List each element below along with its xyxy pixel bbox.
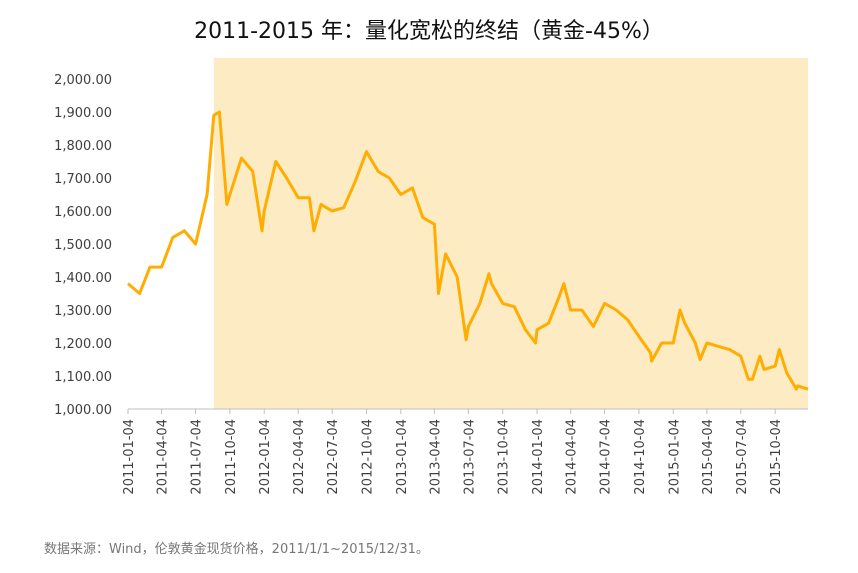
x-tick-label: 2015-10-04 (769, 419, 784, 495)
x-tick-label: 2012-07-04 (326, 419, 341, 495)
y-tick-label: 1,300.00 (54, 304, 112, 319)
x-tick-label: 2012-01-04 (258, 419, 273, 495)
x-tick-label: 2013-01-04 (395, 419, 410, 495)
x-tick-label: 2014-10-04 (633, 419, 648, 495)
y-tick-label: 1,100.00 (54, 370, 112, 385)
x-tick-label: 2013-04-04 (428, 419, 443, 495)
y-tick-label: 1,700.00 (54, 172, 112, 187)
highlight-band (213, 58, 809, 409)
y-tick-label: 1,900.00 (54, 106, 112, 121)
x-tick-label: 2014-04-04 (565, 419, 580, 495)
price-line (127, 110, 809, 391)
x-tick-label: 2011-04-04 (156, 419, 171, 495)
x-tick-label: 2013-10-04 (497, 419, 512, 495)
x-tick-label: 2011-01-04 (122, 419, 137, 495)
x-tick-label: 2012-10-04 (360, 419, 375, 495)
x-tick-label: 2011-10-04 (224, 419, 239, 495)
y-tick-label: 1,400.00 (54, 271, 112, 286)
y-tick-label: 2,000.00 (54, 73, 112, 88)
x-tick-label: 2014-07-04 (599, 419, 614, 495)
x-tick-label: 2015-04-04 (701, 419, 716, 495)
chart-title: 2011-2015 年：量化宽松的终结（黄金-45%） (194, 19, 664, 44)
y-tick-label: 1,600.00 (54, 205, 112, 220)
x-tick-label: 2011-07-04 (190, 419, 205, 495)
y-tick-label: 1,000.00 (54, 403, 112, 418)
y-tick-label: 1,800.00 (54, 139, 112, 154)
x-tick-label: 2013-07-04 (462, 419, 477, 495)
x-tick-label: 2012-04-04 (292, 419, 307, 495)
source-note: 数据来源：Wind，伦敦黄金现货价格，2011/1/1~2015/12/31。 (44, 541, 429, 557)
x-tick-label: 2014-01-04 (531, 419, 546, 495)
x-tick-label: 2015-01-04 (667, 419, 682, 495)
y-tick-label: 1,500.00 (54, 238, 112, 253)
y-tick-label: 1,200.00 (54, 337, 112, 352)
x-tick-label: 2015-07-04 (735, 419, 750, 495)
